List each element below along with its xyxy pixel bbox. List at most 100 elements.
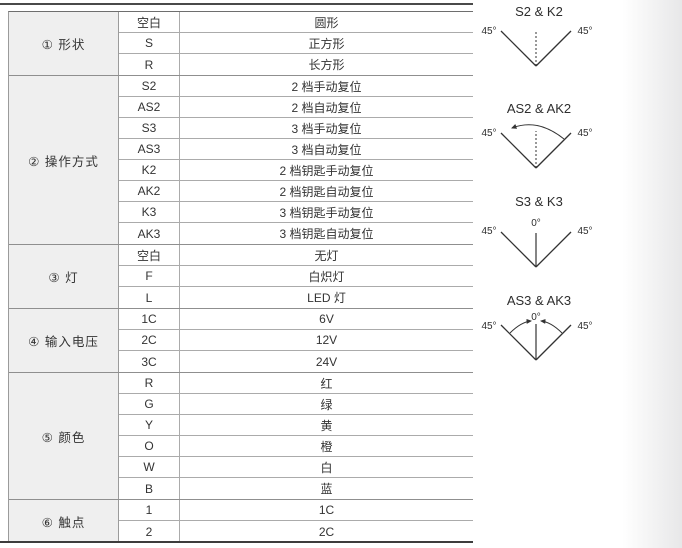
table-row: AK2 2 档钥匙自动复位 — [119, 181, 473, 202]
group-rows: 1C 6V 2C 12V 3C 24V — [119, 309, 473, 372]
table-row: 空白 无灯 — [119, 245, 473, 266]
right-angle-label: 45° — [577, 26, 592, 37]
code-cell: 空白 — [119, 245, 180, 265]
left-45-line — [500, 30, 537, 67]
bottom-rule — [0, 541, 473, 543]
description-cell: 白炽灯 — [308, 269, 345, 284]
description-cell: 圆形 — [314, 15, 339, 30]
description-cell: 3 档钥匙自动复位 — [279, 227, 374, 241]
table-row: S3 3 档手动复位 — [119, 118, 473, 139]
code-cell: S3 — [119, 118, 180, 138]
table-row: F 白炽灯 — [119, 266, 473, 287]
table-row: AS3 3 档自动复位 — [119, 139, 473, 160]
category-cell: ① 形状 — [9, 12, 119, 75]
table-row: K3 3 档钥匙手动复位 — [119, 202, 473, 223]
left-45-line — [500, 231, 537, 268]
angle-diagram-svg: 0° 45° 45° — [481, 218, 593, 268]
description-cell: LED 灯 — [307, 291, 346, 305]
code-cell: 3C — [119, 351, 180, 372]
code-cell: W — [119, 457, 180, 477]
table-row: 空白 圆形 — [119, 12, 473, 33]
right-return-arc-arrow — [540, 318, 563, 334]
code-cell: R — [119, 373, 180, 393]
table-row: L LED 灯 — [119, 287, 473, 308]
description-cell: 长方形 — [308, 58, 345, 72]
description-cell: 红 — [320, 376, 333, 391]
table-row: K2 2 档钥匙手动复位 — [119, 160, 473, 181]
code-cell: 空白 — [119, 12, 180, 32]
code-cell: K3 — [119, 202, 180, 222]
top-rule — [0, 3, 473, 5]
table-row: 2 2C — [119, 521, 473, 542]
right-angle-label: 45° — [577, 226, 592, 237]
left-angle-label: 45° — [481, 321, 496, 332]
code-cell: O — [119, 436, 180, 456]
group-rows: 空白 圆形 S 正方形 R 长方形 — [119, 12, 473, 75]
table-row: S 正方形 — [119, 33, 473, 54]
description-cell: 3 档自动复位 — [291, 142, 362, 157]
table-group: ⑥ 触点 1 1C 2 2C — [9, 500, 473, 542]
code-cell: R — [119, 54, 180, 75]
right-angle-label: 45° — [577, 321, 592, 332]
description-cell: 橙 — [320, 439, 333, 454]
code-cell: 2C — [119, 330, 180, 350]
category-cell: ③ 灯 — [9, 245, 119, 308]
code-cell: AK2 — [119, 181, 180, 201]
right-45-line — [535, 324, 572, 361]
left-45-line — [500, 132, 537, 169]
table-row: 1 1C — [119, 500, 473, 521]
ordering-code-table: ① 形状 空白 圆形 S 正方形 R 长方形 ② 操作方式 S2 2 档手动复位 AS2 2 档自动复… — [8, 11, 473, 542]
category-cell: ⑥ 触点 — [9, 500, 119, 542]
description-cell: 无灯 — [314, 248, 339, 263]
description-cell: 2 档手动复位 — [291, 79, 362, 94]
category-cell: ⑤ 颜色 — [9, 373, 119, 499]
table-row: 2C 12V — [119, 330, 473, 351]
description-cell: 2 档钥匙手动复位 — [279, 163, 374, 178]
table-group: ② 操作方式 S2 2 档手动复位 AS2 2 档自动复位 S3 3 档手动复位 AS3 3 档… — [9, 76, 473, 245]
description-cell: 蓝 — [320, 482, 333, 496]
diagram-s2-k2: S2 & K2 45° 45° — [477, 4, 601, 74]
left-45-line — [500, 324, 537, 361]
left-angle-label: 45° — [481, 226, 496, 237]
category-cell: ② 操作方式 — [9, 76, 119, 244]
center-angle-label: 0° — [531, 312, 541, 323]
description-cell: 黄 — [320, 418, 333, 433]
left-angle-label: 45° — [481, 128, 496, 139]
description-cell: 2C — [318, 524, 335, 539]
code-cell: AS2 — [119, 97, 180, 117]
code-cell: 2 — [119, 521, 180, 542]
code-cell: F — [119, 266, 180, 286]
description-cell: 3 档钥匙手动复位 — [279, 205, 374, 220]
return-arc-arrow — [511, 124, 565, 140]
table-row: S2 2 档手动复位 — [119, 76, 473, 97]
table-group: ③ 灯空白 无灯 F 白炽灯 L LED 灯 — [9, 245, 473, 309]
code-cell: AS3 — [119, 139, 180, 159]
code-cell: S2 — [119, 76, 180, 96]
description-cell: 12V — [315, 333, 338, 347]
angle-diagram-svg: 45° 45° — [481, 26, 593, 67]
table-row: R 长方形 — [119, 54, 473, 75]
code-cell: 1 — [119, 500, 180, 520]
code-cell: AK3 — [119, 223, 180, 244]
description-cell: 2 档自动复位 — [291, 100, 362, 115]
table-row: AS2 2 档自动复位 — [119, 97, 473, 118]
table-group: ⑤ 颜色 R 红 G 绿 Y 黄 O 橙 W 白 B 蓝 — [9, 373, 473, 500]
page-edge-shading — [622, 0, 682, 548]
table-row: AK3 3 档钥匙自动复位 — [119, 223, 473, 244]
group-rows: 空白 无灯 F 白炽灯 L LED 灯 — [119, 245, 473, 308]
code-cell: Y — [119, 415, 180, 435]
table-row: 1C 6V — [119, 309, 473, 330]
diagram-as2-ak2: AS2 & AK2 45° 45° — [477, 101, 601, 173]
description-cell: 6V — [319, 312, 334, 326]
group-rows: 1 1C 2 2C — [119, 500, 473, 542]
code-cell: K2 — [119, 160, 180, 180]
diagram-s3-k3: S3 & K3 0° 45° 45° — [477, 194, 601, 270]
description-cell: 绿 — [320, 397, 333, 412]
description-cell: 白 — [320, 460, 333, 475]
